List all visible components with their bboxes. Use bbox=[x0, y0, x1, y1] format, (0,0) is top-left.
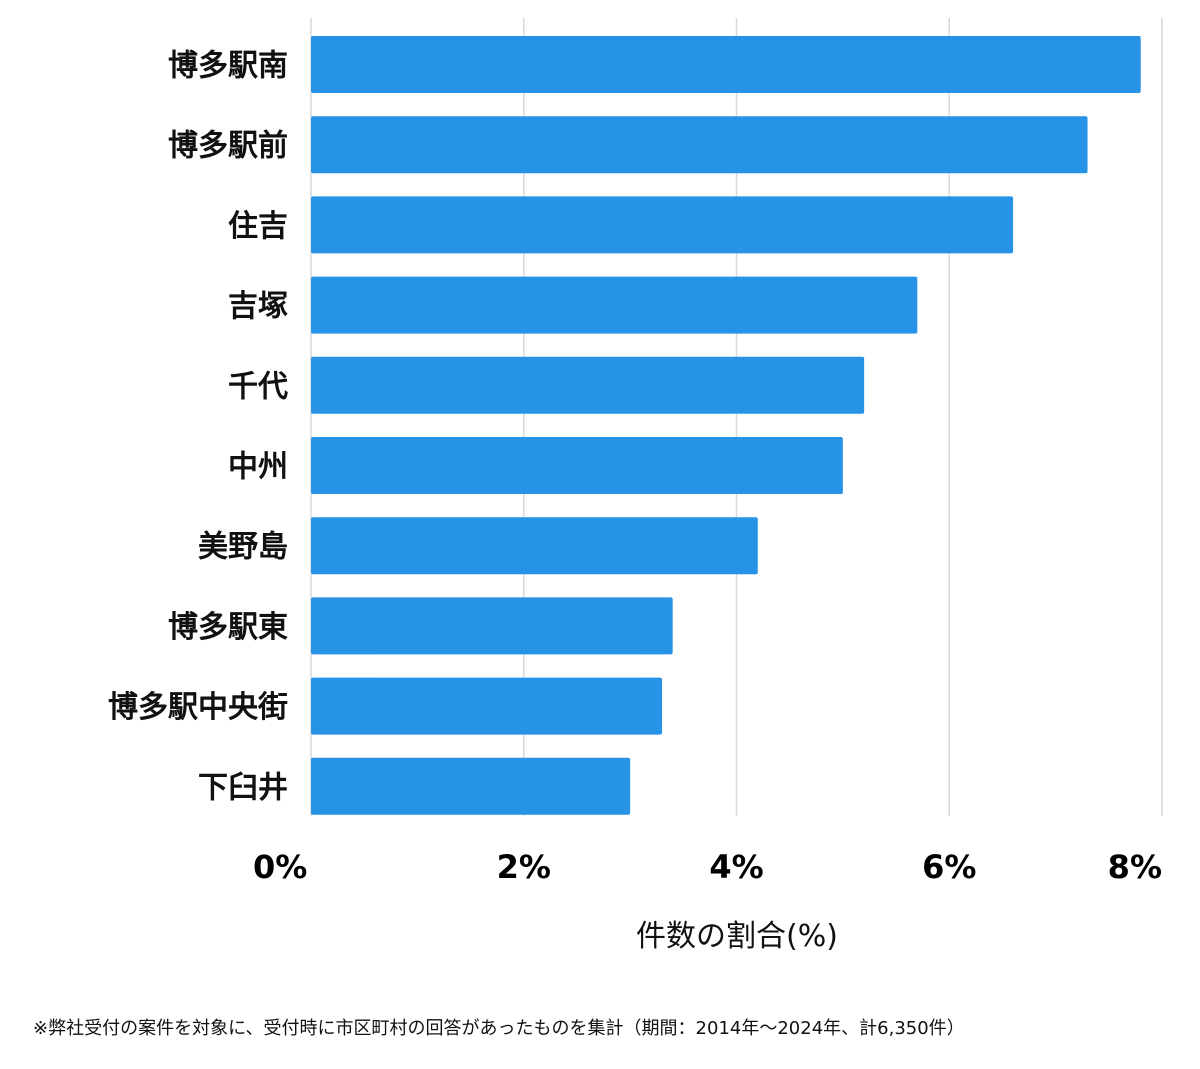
bar bbox=[311, 356, 865, 414]
x-tick-label: 8% bbox=[1108, 848, 1162, 886]
bar bbox=[311, 597, 673, 655]
x-tick-label: 6% bbox=[922, 848, 976, 886]
x-tick-labels: 0% 2% 4% 6% 8% bbox=[253, 848, 1162, 886]
bar bbox=[311, 757, 631, 815]
category-label: 博多駅南 bbox=[168, 49, 288, 84]
category-label: 中州 bbox=[228, 450, 288, 485]
category-label: 千代 bbox=[228, 369, 288, 404]
bar bbox=[311, 276, 918, 334]
bar bbox=[311, 196, 1014, 254]
bars bbox=[311, 36, 1141, 815]
x-tick-label: 4% bbox=[709, 848, 763, 886]
bar bbox=[311, 437, 843, 494]
category-label: 下臼井 bbox=[198, 770, 288, 805]
bar bbox=[311, 116, 1088, 174]
bar bbox=[311, 36, 1141, 93]
category-label: 住吉 bbox=[228, 209, 288, 244]
category-label: 博多駅前 bbox=[168, 129, 288, 164]
category-label: 吉塚 bbox=[228, 289, 288, 324]
x-axis-title: 件数の割合(%) bbox=[636, 919, 838, 954]
category-label: 美野島 bbox=[198, 530, 288, 565]
bar bbox=[311, 677, 663, 735]
x-tick-label: 2% bbox=[497, 848, 551, 886]
category-label: 博多駅東 bbox=[168, 610, 288, 645]
category-label: 博多駅中央街 bbox=[108, 690, 288, 725]
x-tick-label: 0% bbox=[253, 848, 307, 886]
footnote: ※弊社受付の案件を対象に、受付時に市区町村の回答があったものを集計（期間：201… bbox=[33, 1018, 965, 1039]
bar bbox=[311, 517, 758, 575]
